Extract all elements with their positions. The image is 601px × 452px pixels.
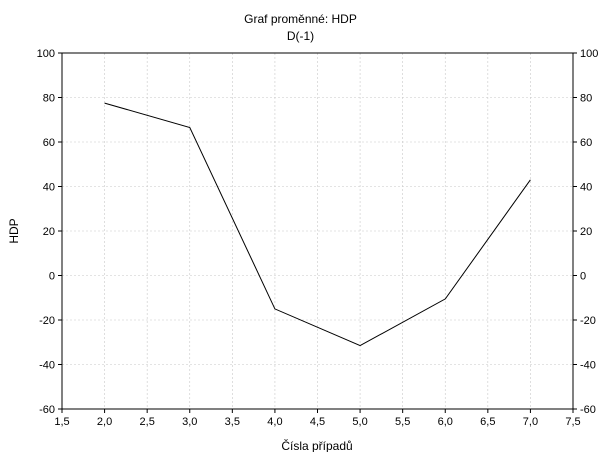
tick-labels: 1,5 2,0 2,5 3,0 3,5 4,0 4,5 5,0 5,5 6,0 6,5 7,0 7,5-… xyxy=(37,48,599,428)
y-tick-label-right: 0 xyxy=(580,271,586,283)
y-tick-label-left: 100 xyxy=(37,48,55,60)
y-tick-label-right: -40 xyxy=(580,360,596,372)
y-tick-label-left: 40 xyxy=(43,182,55,194)
x-tick-label: 4,0 xyxy=(267,416,282,428)
x-tick-label: 5,5 xyxy=(395,416,410,428)
series-layer xyxy=(104,102,531,347)
x-tick-label: 6,0 xyxy=(438,416,453,428)
y-tick-label-left: -60 xyxy=(39,404,55,416)
y-tick-label-right: 40 xyxy=(580,182,592,194)
y-tick-label-right: 80 xyxy=(580,93,592,105)
x-tick-label: 6,5 xyxy=(480,416,495,428)
x-tick-label: 7,0 xyxy=(523,416,538,428)
x-tick-label: 5,0 xyxy=(352,416,367,428)
y-tick-label-right: 100 xyxy=(580,48,598,60)
y-tick-label-left: 0 xyxy=(49,271,55,283)
y-axis-label: HDP xyxy=(7,218,21,243)
x-tick-label: 3,0 xyxy=(182,416,197,428)
x-tick-label: 2,5 xyxy=(140,416,155,428)
x-axis-label: Čísla případů xyxy=(281,438,352,452)
y-tick-label-left: 80 xyxy=(43,93,55,105)
x-tick-label: 1,5 xyxy=(54,416,69,428)
chart-title: Graf proměnné: HDP xyxy=(244,12,357,26)
y-tick-label-left: -20 xyxy=(39,315,55,327)
chart-subtitle: D(-1) xyxy=(287,29,314,43)
series-line xyxy=(104,102,531,347)
axis-ticks xyxy=(58,52,577,413)
y-tick-label-right: 60 xyxy=(580,137,592,149)
y-tick-label-left: 60 xyxy=(43,137,55,149)
y-tick-label-left: -40 xyxy=(39,360,55,372)
x-tick-label: 2,0 xyxy=(97,416,112,428)
y-tick-label-left: 20 xyxy=(43,226,55,238)
x-tick-label: 3,5 xyxy=(225,416,240,428)
x-tick-label: 7,5 xyxy=(565,416,580,428)
grid xyxy=(62,53,573,409)
y-tick-label-right: -60 xyxy=(580,404,596,416)
y-tick-label-right: 20 xyxy=(580,226,592,238)
y-tick-label-right: -20 xyxy=(580,315,596,327)
x-tick-label: 4,5 xyxy=(310,416,325,428)
